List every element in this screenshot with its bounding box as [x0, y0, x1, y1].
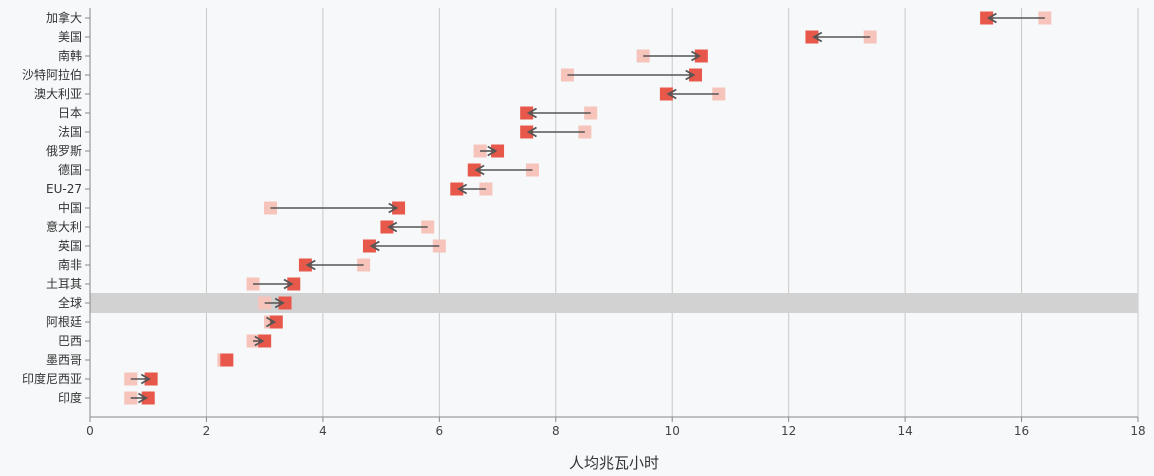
category-label: 日本: [58, 106, 82, 120]
x-tick-label: 18: [1130, 424, 1145, 438]
category-label: 法国: [58, 125, 82, 139]
category-label: 加拿大: [46, 10, 82, 25]
x-tick-label: 0: [86, 424, 94, 438]
x-tick-label: 6: [436, 424, 444, 438]
x-tick-label: 8: [552, 424, 560, 438]
category-label: 澳大利亚: [34, 87, 82, 101]
category-label: 印度: [58, 390, 82, 405]
category-label: 全球: [58, 295, 82, 310]
category-label: 土耳其: [46, 277, 82, 291]
gridlines: [205, 8, 1139, 417]
x-tick-label: 10: [665, 424, 680, 438]
category-label: 德国: [58, 162, 82, 177]
category-label: 印度尼西亚: [22, 371, 82, 386]
category-label: 南非: [58, 257, 82, 272]
category-label: 俄罗斯: [46, 144, 82, 158]
category-label: EU-27: [46, 182, 82, 196]
x-tick-label: 4: [319, 424, 327, 438]
category-label: 意大利: [46, 219, 82, 234]
category-label: 美国: [58, 30, 82, 44]
x-tick-label: 2: [203, 424, 211, 438]
category-label: 阿根廷: [46, 315, 82, 329]
highlight-band: [90, 293, 1138, 313]
category-label: 中国: [58, 200, 82, 215]
category-label: 英国: [58, 239, 82, 253]
x-axis-title: 人均兆瓦小时: [569, 454, 659, 472]
x-tick-label: 14: [897, 424, 912, 438]
category-label: 巴西: [58, 334, 82, 348]
end-marker: [220, 353, 234, 367]
x-tick-label: 16: [1014, 424, 1029, 438]
highlight-band-layer: [90, 293, 1138, 313]
rows-layer: [124, 11, 1052, 405]
x-axis: 0 2 4 6 8 10 12 14 16 18 加拿大美国南韩沙特阿拉伯澳大利亚日本法国俄罗斯德国…: [22, 8, 1146, 438]
x-tick-label: 12: [781, 424, 796, 438]
category-label: 墨西哥: [46, 353, 82, 367]
category-label: 南韩: [58, 48, 82, 63]
category-label: 沙特阿拉伯: [22, 67, 82, 82]
